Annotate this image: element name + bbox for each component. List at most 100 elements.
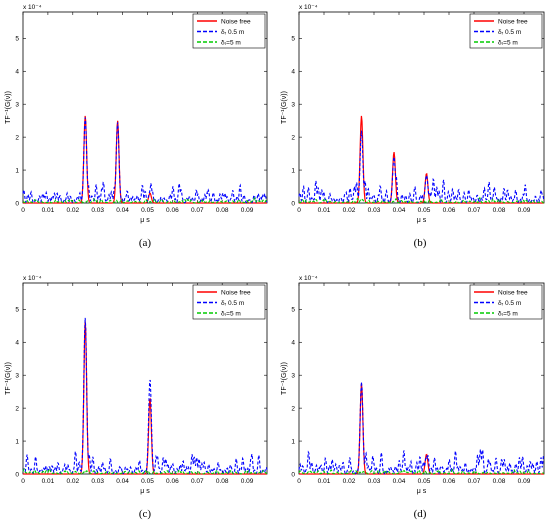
x-tick-label: 0.05 <box>418 478 431 485</box>
legend-label: δᵣ=5 m <box>221 310 241 317</box>
y-tick-label: 5 <box>291 307 295 314</box>
legend-label: δᵣ=5 m <box>221 39 241 46</box>
x-tick-label: 0.02 <box>66 478 79 485</box>
x-tick-label: 0.08 <box>216 207 229 214</box>
legend-label: δᵣ=5 m <box>498 310 518 317</box>
x-tick-label: 0.07 <box>191 478 204 485</box>
x-tick-label: 0.03 <box>91 478 104 485</box>
x-tick-label: 0.08 <box>493 207 506 214</box>
chart-panel: 0 0.01 0.02 0.03 0.04 0.05 0.06 0.07 0.08 0.09 0 1 2… <box>281 4 545 249</box>
legend-label: δᵣ 0.5 m <box>221 300 244 307</box>
y-tick-label: 5 <box>15 36 19 43</box>
x-axis-label: μ s <box>140 488 150 495</box>
y-exponent-label: x 10⁻⁴ <box>299 4 318 11</box>
x-tick-label: 0.01 <box>318 207 331 214</box>
series-line <box>22 117 268 205</box>
x-tick-label: 0.06 <box>166 207 179 214</box>
series-line <box>298 468 545 475</box>
y-tick-label: 3 <box>15 102 19 109</box>
chart-panel: 0 0.01 0.02 0.03 0.04 0.05 0.06 0.07 0.08 0.09 0 1 2… <box>5 275 268 520</box>
x-tick-label: 0.04 <box>393 478 406 485</box>
y-exponent-label: x 10⁻⁴ <box>23 275 42 282</box>
x-tick-label: 0.01 <box>42 478 55 485</box>
x-tick-label: 0.05 <box>141 207 154 214</box>
y-tick-label: 5 <box>15 307 19 314</box>
series-line <box>22 468 268 475</box>
y-tick-label: 1 <box>15 167 19 174</box>
x-tick-label: 0 <box>21 207 25 214</box>
legend-label: Noise free <box>498 289 528 296</box>
chart-panel: 0 0.01 0.02 0.03 0.04 0.05 0.06 0.07 0.08 0.09 0 1 2… <box>281 275 545 520</box>
legend-label: δᵣ=5 m <box>498 39 518 46</box>
x-tick-label: 0.03 <box>368 478 381 485</box>
y-axis-label: TF⁻¹(G(ν)) <box>281 362 288 395</box>
y-axis-label: TF⁻¹(G(ν)) <box>5 91 12 124</box>
y-tick-label: 1 <box>15 438 19 445</box>
chart-panel: 0 0.01 0.02 0.03 0.04 0.05 0.06 0.07 0.08 0.09 0 1 2… <box>5 4 268 249</box>
series-line <box>22 317 268 475</box>
x-tick-label: 0.09 <box>518 478 531 485</box>
y-tick-label: 5 <box>291 36 295 43</box>
panel-caption: (d) <box>414 508 427 520</box>
x-axis-label: μ s <box>417 217 427 224</box>
x-tick-label: 0 <box>297 478 301 485</box>
x-tick-label: 0.04 <box>116 478 129 485</box>
y-axis-label: TF⁻¹(G(ν)) <box>281 91 288 124</box>
x-tick-label: 0.09 <box>241 478 254 485</box>
y-tick-label: 2 <box>15 134 19 141</box>
series-line <box>23 115 267 204</box>
x-tick-label: 0.08 <box>493 478 506 485</box>
x-tick-label: 0.04 <box>393 207 406 214</box>
x-tick-label: 0.06 <box>443 478 456 485</box>
x-tick-label: 0.02 <box>343 207 356 214</box>
y-tick-label: 2 <box>15 405 19 412</box>
x-axis-label: μ s <box>417 488 427 495</box>
y-exponent-label: x 10⁻⁴ <box>299 275 318 282</box>
series-line <box>299 115 544 204</box>
x-tick-label: 0.07 <box>191 207 204 214</box>
y-tick-label: 2 <box>291 405 295 412</box>
y-tick-label: 4 <box>291 340 295 347</box>
y-tick-label: 3 <box>291 102 295 109</box>
y-tick-label: 4 <box>15 340 19 347</box>
legend-label: δᵣ 0.5 m <box>498 29 521 36</box>
legend-label: Noise free <box>221 289 251 296</box>
x-tick-label: 0.07 <box>468 478 481 485</box>
x-tick-label: 0.03 <box>91 207 104 214</box>
x-tick-label: 0 <box>297 207 301 214</box>
legend-label: Noise free <box>221 18 251 25</box>
y-tick-label: 0 <box>15 471 19 478</box>
x-tick-label: 0.04 <box>116 207 129 214</box>
y-tick-label: 4 <box>15 69 19 76</box>
x-axis-label: μ s <box>140 217 150 224</box>
y-tick-label: 0 <box>15 200 19 207</box>
legend-label: δᵣ 0.5 m <box>221 29 244 36</box>
x-tick-label: 0.03 <box>368 207 381 214</box>
x-tick-label: 0.09 <box>241 207 254 214</box>
x-tick-label: 0.05 <box>418 207 431 214</box>
x-tick-label: 0.06 <box>443 207 456 214</box>
series-line <box>23 321 267 475</box>
panel-caption: (c) <box>139 508 152 520</box>
x-tick-label: 0.02 <box>66 207 79 214</box>
x-tick-label: 0.05 <box>141 478 154 485</box>
x-tick-label: 0.07 <box>468 207 481 214</box>
x-tick-label: 0.09 <box>518 207 531 214</box>
x-tick-label: 0.01 <box>318 478 331 485</box>
series-line <box>298 381 545 476</box>
x-tick-label: 0.06 <box>166 478 179 485</box>
y-tick-label: 0 <box>291 471 295 478</box>
legend-label: δᵣ 0.5 m <box>498 300 521 307</box>
y-exponent-label: x 10⁻⁴ <box>23 4 42 11</box>
series-line <box>299 383 544 475</box>
y-tick-label: 2 <box>291 134 295 141</box>
y-tick-label: 4 <box>291 69 295 76</box>
y-tick-label: 3 <box>291 373 295 380</box>
series-line <box>298 130 545 204</box>
y-tick-label: 0 <box>291 200 295 207</box>
legend-label: Noise free <box>498 18 528 25</box>
y-tick-label: 3 <box>15 373 19 380</box>
panel-caption: (b) <box>414 237 427 249</box>
series-line <box>22 196 268 204</box>
